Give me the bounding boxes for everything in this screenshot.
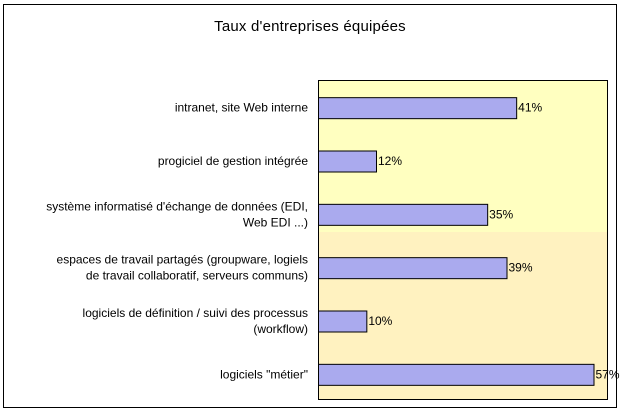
category-label: logiciels de définition / suivi des proc…	[83, 306, 308, 320]
data-label: 39%	[509, 261, 533, 275]
bar	[318, 150, 377, 173]
data-label: 10%	[368, 314, 392, 328]
data-label: 57%	[596, 367, 620, 381]
bar	[318, 203, 489, 226]
data-label: 41%	[518, 101, 542, 115]
category-label: progiciel de gestion intégrée	[158, 154, 308, 168]
data-label: 35%	[489, 207, 513, 221]
category-label: espaces de travail partagés (groupware, …	[57, 253, 308, 267]
chart-title: Taux d'entreprises équipées	[214, 18, 406, 35]
bar	[318, 310, 368, 333]
bar	[318, 257, 508, 280]
category-label: intranet, site Web interne	[175, 101, 309, 115]
plot-area-border	[318, 80, 608, 400]
category-label: (workflow)	[253, 322, 308, 336]
category-label: système informatisé d'échange de données…	[46, 199, 308, 213]
data-label: 12%	[378, 154, 402, 168]
category-label: de travail collaboratif, serveurs commun…	[86, 269, 308, 283]
bar	[318, 97, 518, 120]
category-label: Web EDI ...)	[243, 215, 308, 229]
bar	[318, 363, 595, 386]
category-label: logiciels "métier"	[220, 367, 308, 381]
